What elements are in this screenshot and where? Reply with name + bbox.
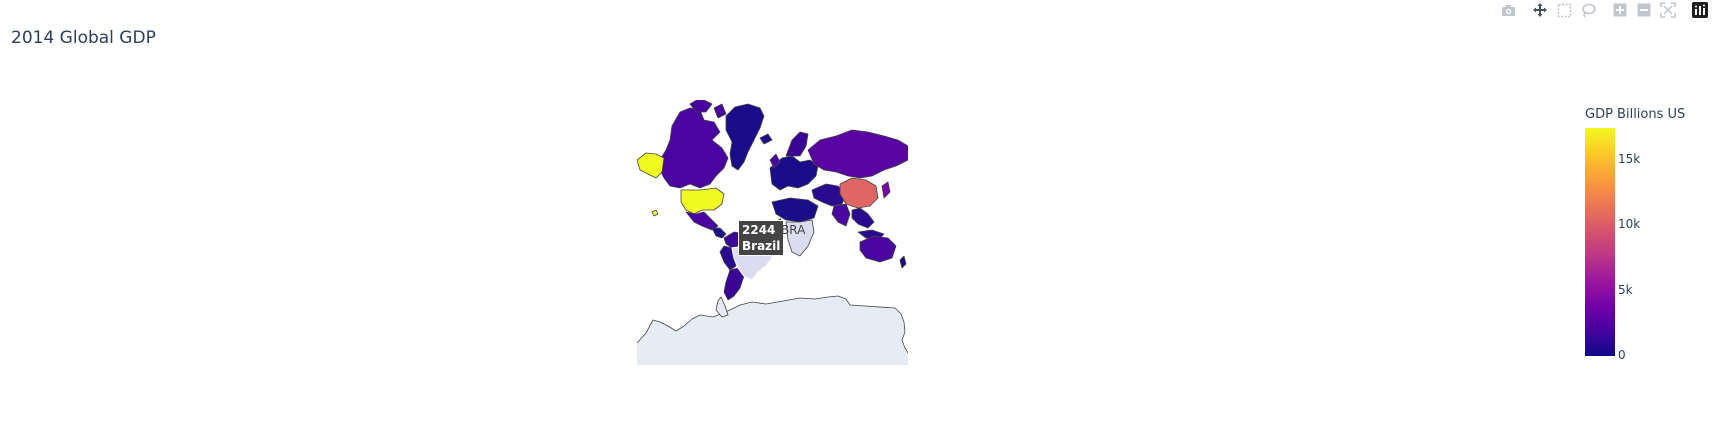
hover-country: Brazil [742, 239, 781, 253]
country-usa[interactable] [680, 187, 725, 215]
country-middle-east[interactable] [811, 183, 847, 207]
country-mexico[interactable] [685, 211, 719, 231]
country-central-america[interactable] [711, 227, 727, 239]
country-russia[interactable] [807, 129, 908, 179]
hover-label: 2244 Brazil [738, 220, 785, 256]
country-indonesia[interactable] [857, 229, 885, 239]
colorbar [1585, 128, 1615, 356]
reset-axes-icon[interactable] [1656, 1, 1680, 19]
country-new-zealand[interactable] [899, 255, 907, 269]
zoom-in-icon[interactable] [1608, 1, 1632, 19]
country-africa-south[interactable] [785, 219, 815, 257]
country-australia[interactable] [859, 235, 897, 263]
colorbar-tick-0: 0 [1618, 348, 1626, 362]
country-uk[interactable] [769, 153, 781, 169]
country-greenland[interactable] [725, 103, 765, 171]
hover-code: BRA [781, 223, 806, 237]
colorbar-tick-10k: 10k [1618, 217, 1641, 231]
lasso-icon[interactable] [1576, 1, 1600, 19]
country-india[interactable] [831, 203, 851, 227]
modebar [1496, 0, 1712, 20]
region-antarctica[interactable] [633, 295, 910, 366]
country-southeast-asia[interactable] [851, 207, 875, 229]
island-iceland[interactable] [759, 133, 773, 145]
box-select-icon[interactable] [1552, 1, 1576, 19]
zoom-out-icon[interactable] [1632, 1, 1656, 19]
colorbar-tick-15k: 15k [1618, 152, 1641, 166]
region-antarctic-peninsula[interactable] [715, 296, 729, 318]
country-canada-islands[interactable] [689, 98, 727, 119]
country-usa-alaska[interactable] [637, 152, 665, 179]
colorbar-tick-5k: 5k [1618, 283, 1633, 297]
country-canada[interactable] [659, 107, 729, 189]
island-hawaii[interactable] [651, 209, 659, 217]
pan-icon[interactable] [1528, 1, 1552, 19]
country-africa-north[interactable] [771, 197, 819, 223]
country-scandinavia[interactable] [785, 131, 809, 157]
camera-icon[interactable] [1496, 1, 1520, 19]
chart-title: 2014 Global GDP [11, 28, 156, 48]
hover-value: 2244 [742, 223, 776, 237]
country-japan[interactable] [881, 181, 891, 199]
plotly-logo-icon[interactable] [1688, 1, 1712, 19]
colorbar-title: GDP Billions US [1585, 107, 1686, 122]
country-china[interactable] [839, 177, 879, 209]
